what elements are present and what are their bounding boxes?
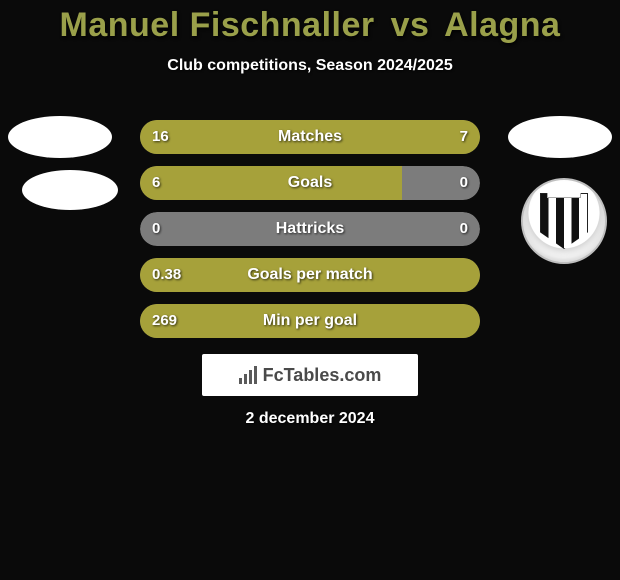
vs-label: vs	[391, 6, 430, 44]
player2-name: Alagna	[444, 6, 560, 44]
date-label: 2 december 2024	[0, 410, 620, 428]
player2-avatar	[508, 116, 612, 158]
stat-label: Goals per match	[140, 258, 480, 292]
stat-right-value: 0	[460, 166, 468, 200]
crest-shield: Ascoli Picchio F.C.	[540, 193, 588, 249]
stat-row-hattricks: 0 Hattricks 0	[140, 212, 480, 246]
bar-chart-icon	[239, 366, 257, 384]
subtitle: Club competitions, Season 2024/2025	[0, 57, 620, 75]
stat-row-goals-per-match: 0.38 Goals per match	[140, 258, 480, 292]
player1-avatar-1	[8, 116, 112, 158]
stat-label: Goals	[140, 166, 480, 200]
player1-name: Manuel Fischnaller	[60, 6, 375, 44]
player1-avatar-2	[22, 170, 118, 210]
stat-row-matches: 16 Matches 7	[140, 120, 480, 154]
crest-badge: Ascoli Picchio F.C.	[521, 178, 607, 264]
stat-label: Hattricks	[140, 212, 480, 246]
brand-text: FcTables.com	[263, 365, 382, 386]
brand-box[interactable]: FcTables.com	[202, 354, 418, 396]
crest-label: Ascoli Picchio F.C.	[547, 184, 581, 198]
comparison-title: Manuel Fischnaller vs Alagna	[0, 0, 620, 45]
stat-label: Matches	[140, 120, 480, 154]
stat-right-value: 7	[460, 120, 468, 154]
comparison-card: Manuel Fischnaller vs Alagna Club compet…	[0, 0, 620, 580]
stat-row-min-per-goal: 269 Min per goal	[140, 304, 480, 338]
stat-row-goals: 6 Goals 0	[140, 166, 480, 200]
stat-label: Min per goal	[140, 304, 480, 338]
stat-right-value: 0	[460, 212, 468, 246]
stats-panel: 16 Matches 7 6 Goals 0 0 Hattricks 0 0	[140, 120, 480, 350]
player2-club-crest: Ascoli Picchio F.C.	[508, 175, 620, 267]
